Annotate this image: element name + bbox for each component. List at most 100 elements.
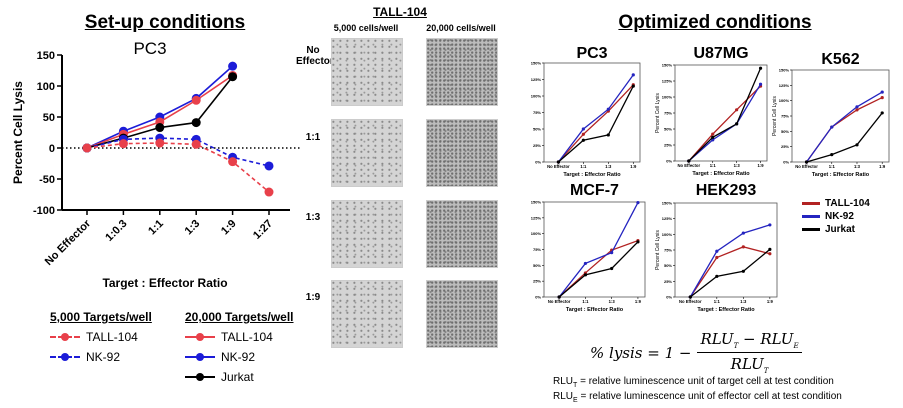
- micrograph-image: [426, 280, 498, 348]
- data-point: [631, 73, 635, 77]
- x-tick-label: 1:1: [829, 164, 836, 169]
- y-tick-label: 100%: [531, 94, 542, 99]
- data-point: [228, 61, 238, 71]
- setup-legend-20000: 20,000 Targets/well TALL-104 NK-92 Jurka…: [185, 310, 294, 384]
- legend-heading-20000: 20,000 Targets/well: [185, 310, 294, 324]
- footnote-text: = relative luminescence unit of effector…: [577, 391, 842, 402]
- setup-legend-5000: 5,000 Targets/well TALL-104 NK-92: [50, 310, 152, 364]
- series-line: [689, 246, 771, 298]
- y-tick-label: 150%: [531, 200, 542, 205]
- y-tick-label: 150%: [662, 201, 673, 206]
- data-point: [711, 135, 715, 139]
- x-tick-label: 1:3: [734, 163, 741, 168]
- y-tick-label: 100%: [662, 232, 673, 237]
- data-point: [191, 95, 201, 105]
- y-tick-label: 100%: [779, 98, 790, 103]
- data-point: [768, 223, 772, 227]
- series-nk-92: [804, 90, 884, 164]
- x-tick-label: No Effector: [548, 299, 571, 304]
- series-line: [86, 142, 270, 193]
- column-header-20000: 20,000 cells/well: [426, 23, 496, 33]
- x-tick-label: 1:9: [219, 218, 239, 238]
- formula-subscript: T: [763, 367, 769, 375]
- series-line: [86, 137, 270, 167]
- plot-frame: [674, 64, 768, 162]
- x-tick-label: 1:9: [879, 164, 886, 169]
- data-point: [830, 153, 834, 157]
- data-point: [688, 295, 692, 299]
- y-tick-label: 75%: [664, 111, 672, 116]
- chart-k562: K562 0% 25% 50% 75% 100% 125% 150% No Effector 1:…: [772, 51, 890, 178]
- black-line-icon: [802, 228, 820, 231]
- series-line: [557, 84, 634, 163]
- y-tick-label: 50%: [664, 263, 672, 268]
- x-tick-label: No Effector: [678, 163, 701, 168]
- y-tick-label: 125%: [662, 79, 673, 84]
- x-tick-label: 1:9: [758, 163, 765, 168]
- data-point: [735, 122, 739, 126]
- data-point: [741, 269, 745, 273]
- data-point: [768, 252, 772, 256]
- legend-item-nk92-20000: NK-92: [185, 350, 294, 364]
- legend-heading-5000: 5,000 Targets/well: [50, 310, 152, 324]
- series-line: [557, 85, 634, 163]
- legend-label: TALL-104: [221, 330, 273, 344]
- solid-black-line-icon: [185, 372, 215, 382]
- series-tall-104: [804, 96, 884, 164]
- y-tick-label: 150: [37, 50, 55, 62]
- data-point: [610, 251, 614, 255]
- micrograph-image: [426, 119, 498, 187]
- formula-minus: −: [743, 330, 756, 348]
- data-point: [687, 159, 691, 163]
- data-point: [758, 66, 763, 70]
- legend-item-tall104-20000: TALL-104: [185, 330, 294, 344]
- legend-label: NK-92: [86, 350, 121, 364]
- data-point: [715, 249, 719, 253]
- y-tick-label: 25%: [533, 279, 541, 284]
- legend-item-jurkat: Jurkat: [802, 224, 870, 235]
- formula-lhs: % lysis = 1 −: [590, 343, 692, 362]
- x-axis-title: Target : Effector Ratio: [692, 171, 750, 177]
- footnote-symbol: RLU: [553, 391, 574, 402]
- data-point: [583, 261, 588, 266]
- y-axis-title: Percent Cell Lysis: [655, 230, 661, 270]
- data-point: [581, 127, 585, 131]
- data-point: [228, 157, 238, 167]
- data-point: [581, 132, 585, 136]
- plot-frame: [674, 202, 778, 298]
- data-point: [855, 143, 859, 147]
- dashed-blue-line-icon: [50, 352, 80, 362]
- footnote-subscript: T: [573, 382, 578, 389]
- y-tick-label: 150%: [531, 61, 542, 66]
- data-point: [711, 138, 715, 142]
- y-tick-label: 125%: [531, 215, 542, 220]
- data-point: [735, 108, 739, 112]
- setup-title: Set-up conditions: [84, 12, 246, 33]
- series-tall-104: [688, 245, 772, 299]
- data-point: [636, 201, 640, 205]
- legend-item-tall104-5000: TALL-104: [50, 330, 152, 344]
- data-point: [636, 240, 640, 244]
- data-point: [264, 187, 274, 197]
- x-tick-label: 1:3: [605, 164, 612, 169]
- data-point: [880, 96, 884, 100]
- chart-title: PC3: [133, 39, 166, 58]
- series-jurkat: [557, 240, 640, 299]
- data-point: [82, 143, 92, 153]
- y-tick-label: 0: [49, 143, 55, 155]
- x-tick-label: 1:27: [251, 218, 275, 242]
- row-label-no-effector: No Effector: [296, 45, 334, 67]
- x-tick-label: 1:9: [630, 164, 637, 169]
- series-line: [806, 91, 883, 163]
- data-point: [804, 160, 809, 164]
- series-line: [806, 97, 883, 163]
- y-axis-title: Percent Cell Lysis: [11, 81, 25, 184]
- x-tick-label: No Effector: [43, 217, 94, 268]
- chart-pc3: PC3 0% 25% 50% 75% 100% 125% 150% No Effector 1:1…: [531, 45, 641, 178]
- data-point: [228, 72, 238, 82]
- y-tick-label: 100%: [531, 231, 542, 236]
- legend-item-tall104: TALL-104: [802, 198, 870, 209]
- data-point: [583, 273, 588, 277]
- x-tick-label: 1:1: [146, 218, 166, 238]
